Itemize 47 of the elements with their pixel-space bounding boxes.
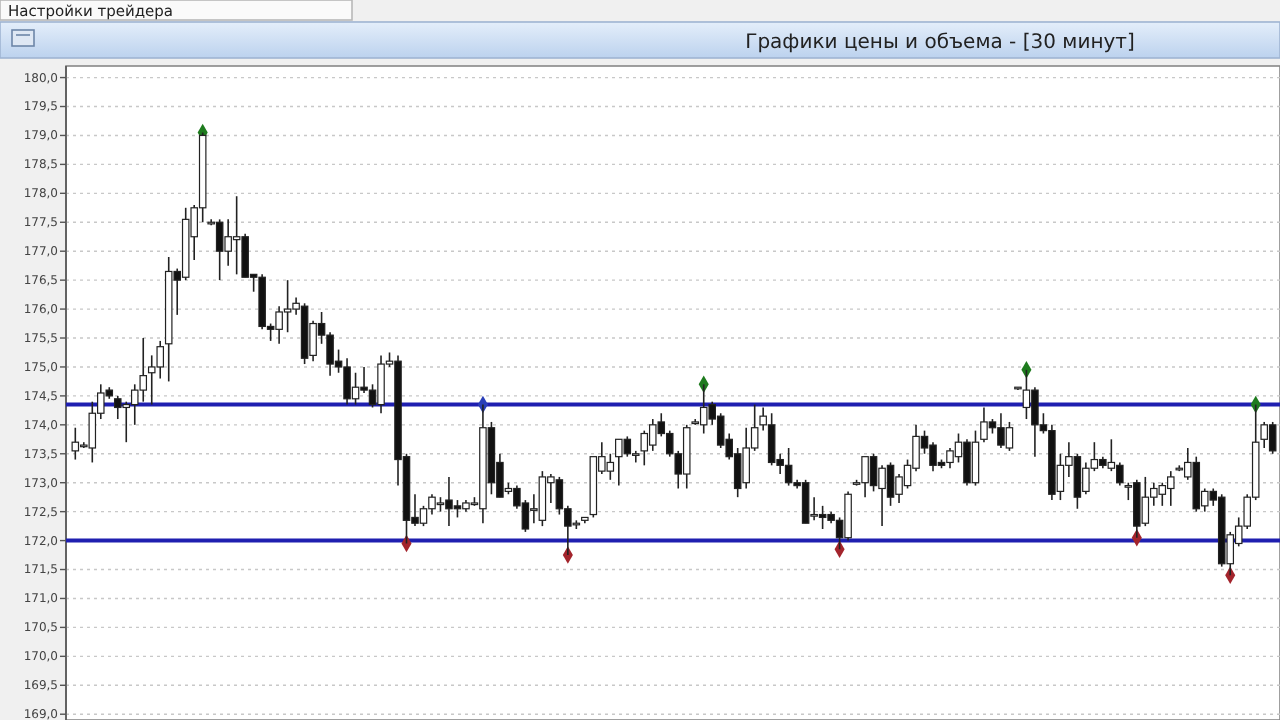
candlestick bbox=[648, 418, 657, 452]
candlestick bbox=[428, 493, 436, 516]
candlestick bbox=[538, 470, 547, 527]
candlestick bbox=[606, 452, 615, 481]
candlestick bbox=[971, 429, 980, 487]
candlestick bbox=[1141, 476, 1150, 527]
candlestick bbox=[801, 479, 810, 525]
candlestick bbox=[1192, 455, 1201, 513]
candlestick bbox=[818, 505, 827, 530]
candlestick bbox=[215, 218, 224, 281]
candlestick bbox=[997, 412, 1005, 449]
candlestick bbox=[844, 490, 852, 542]
candlestick bbox=[767, 412, 776, 467]
candlestick bbox=[963, 438, 971, 487]
candlestick bbox=[623, 435, 632, 458]
candlestick bbox=[283, 279, 292, 334]
candlestick bbox=[377, 354, 385, 415]
candlestick bbox=[878, 464, 886, 527]
candlestick bbox=[980, 406, 988, 443]
candlestick bbox=[1005, 421, 1014, 452]
candlestick bbox=[784, 447, 793, 487]
candlestick bbox=[343, 357, 351, 406]
candlestick bbox=[929, 441, 937, 472]
candlestick bbox=[1116, 461, 1124, 487]
candlestick bbox=[1082, 461, 1090, 496]
candlestick bbox=[224, 218, 232, 267]
candlestick bbox=[445, 476, 453, 527]
candlestick bbox=[275, 305, 283, 345]
candlestick bbox=[682, 424, 691, 490]
candlestick bbox=[1073, 452, 1082, 510]
candlestick bbox=[861, 455, 869, 498]
candlestick bbox=[1158, 481, 1167, 507]
candlestick bbox=[895, 473, 903, 504]
candlestick bbox=[886, 461, 895, 507]
candlestick bbox=[232, 195, 241, 276]
candlestick bbox=[640, 429, 649, 467]
candlestick bbox=[1268, 421, 1277, 455]
candlestick bbox=[326, 331, 334, 377]
candlestick bbox=[615, 438, 623, 487]
chart-title: Графики цены и объема - [30 минут] bbox=[745, 32, 1135, 54]
candlestick bbox=[869, 452, 878, 493]
candlestick bbox=[241, 233, 249, 279]
candlestick bbox=[419, 505, 428, 527]
candlestick bbox=[946, 447, 954, 470]
candlestick bbox=[88, 400, 97, 464]
candlestick bbox=[71, 426, 80, 461]
candlestick bbox=[1031, 386, 1039, 458]
